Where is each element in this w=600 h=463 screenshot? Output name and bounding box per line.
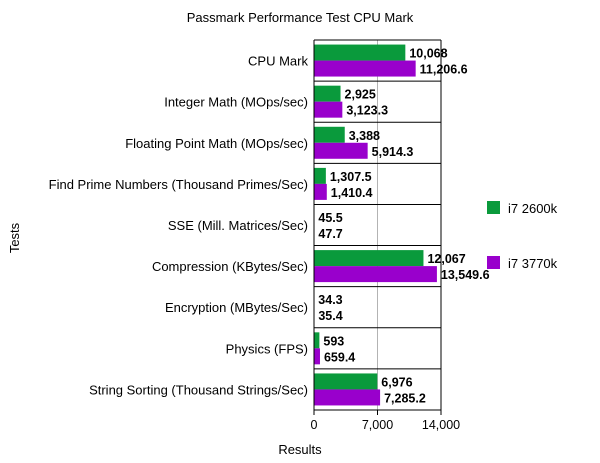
legend-swatch (487, 201, 500, 214)
bar-series-1 (314, 126, 345, 143)
y-tick-label: Physics (FPS) (226, 341, 308, 356)
y-tick-label: Floating Point Math (MOps/sec) (125, 136, 308, 151)
data-label: 12,067 (427, 252, 465, 266)
chart-title: Passmark Performance Test CPU Mark (187, 10, 414, 25)
data-label: 3,123.3 (346, 104, 388, 118)
data-label: 34.3 (318, 293, 342, 307)
x-tick-label: 0 (311, 418, 318, 432)
x-axis-label: Results (278, 442, 322, 457)
y-tick-label: SSE (Mill. Matrices/Sec) (168, 218, 308, 233)
bar-series-2 (314, 389, 381, 406)
legend-label: i7 2600k (508, 201, 558, 216)
data-label: 13,549.6 (441, 268, 490, 282)
x-tick-label: 7,000 (362, 418, 393, 432)
data-label: 1,307.5 (330, 170, 372, 184)
bar-series-2 (314, 348, 320, 365)
legend: i7 2600k i7 3770k (487, 201, 558, 271)
x-tick-label: 14,000 (422, 418, 460, 432)
data-label: 5,914.3 (372, 145, 414, 159)
data-label: 35.4 (318, 309, 342, 323)
bar-series-1 (314, 373, 378, 390)
data-label: 7,285.2 (384, 391, 426, 405)
bar-series-1 (314, 44, 406, 61)
bar-series-1 (314, 85, 341, 102)
data-label: 10,068 (409, 47, 447, 61)
bar-series-2 (314, 142, 368, 159)
y-tick-label: Integer Math (MOps/sec) (164, 95, 308, 110)
y-axis-label: Tests (7, 222, 22, 253)
y-tick-label: Encryption (MBytes/Sec) (165, 300, 308, 315)
data-label: 659.4 (324, 350, 355, 364)
data-label: 45.5 (318, 211, 342, 225)
y-tick-label: Compression (KBytes/Sec) (152, 259, 308, 274)
bar-series-2 (314, 60, 416, 77)
legend-label: i7 3770k (508, 256, 558, 271)
data-label: 6,976 (381, 375, 412, 389)
bar-series-2 (314, 266, 437, 283)
plot-area: 10,068 11,206.6 CPU Mark 2,925 3,123.3 Intege… (49, 39, 490, 432)
data-label: 2,925 (345, 88, 376, 102)
data-label: 3,388 (349, 129, 380, 143)
data-label: 11,206.6 (420, 63, 468, 77)
bar-series-1 (314, 167, 326, 184)
data-label: 47.7 (318, 227, 342, 241)
y-tick-label: CPU Mark (248, 54, 308, 69)
data-label: 593 (323, 334, 344, 348)
bar-series-2 (314, 101, 343, 118)
y-tick-label: String Sorting (Thousand Strings/Sec) (89, 382, 308, 397)
bar-series-1 (314, 332, 320, 349)
legend-swatch (487, 256, 500, 269)
data-label: 1,410.4 (331, 186, 373, 200)
y-tick-label: Find Prime Numbers (Thousand Primes/Sec) (49, 177, 308, 192)
bar-series-2 (314, 183, 327, 200)
bar-series-1 (314, 250, 424, 267)
